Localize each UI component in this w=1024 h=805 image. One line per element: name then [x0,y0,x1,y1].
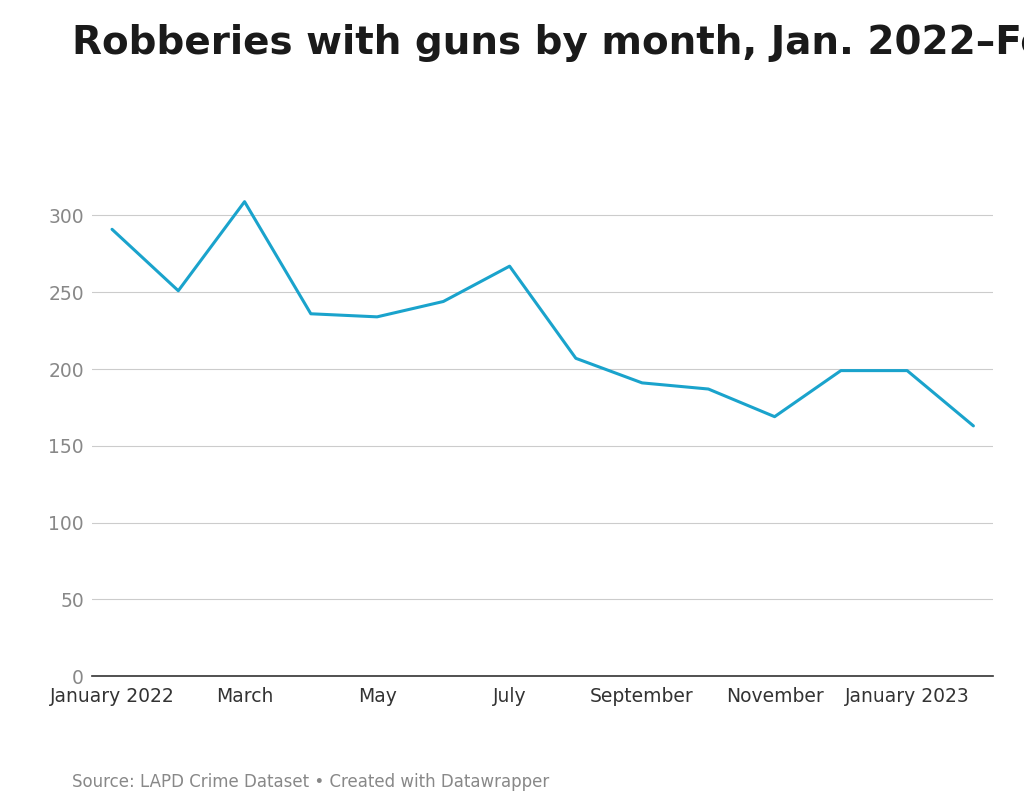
Text: Robberies with guns by month, Jan. 2022–Feb. 2023: Robberies with guns by month, Jan. 2022–… [72,24,1024,62]
Text: Source: LAPD Crime Dataset • Created with Datawrapper: Source: LAPD Crime Dataset • Created wit… [72,773,549,791]
